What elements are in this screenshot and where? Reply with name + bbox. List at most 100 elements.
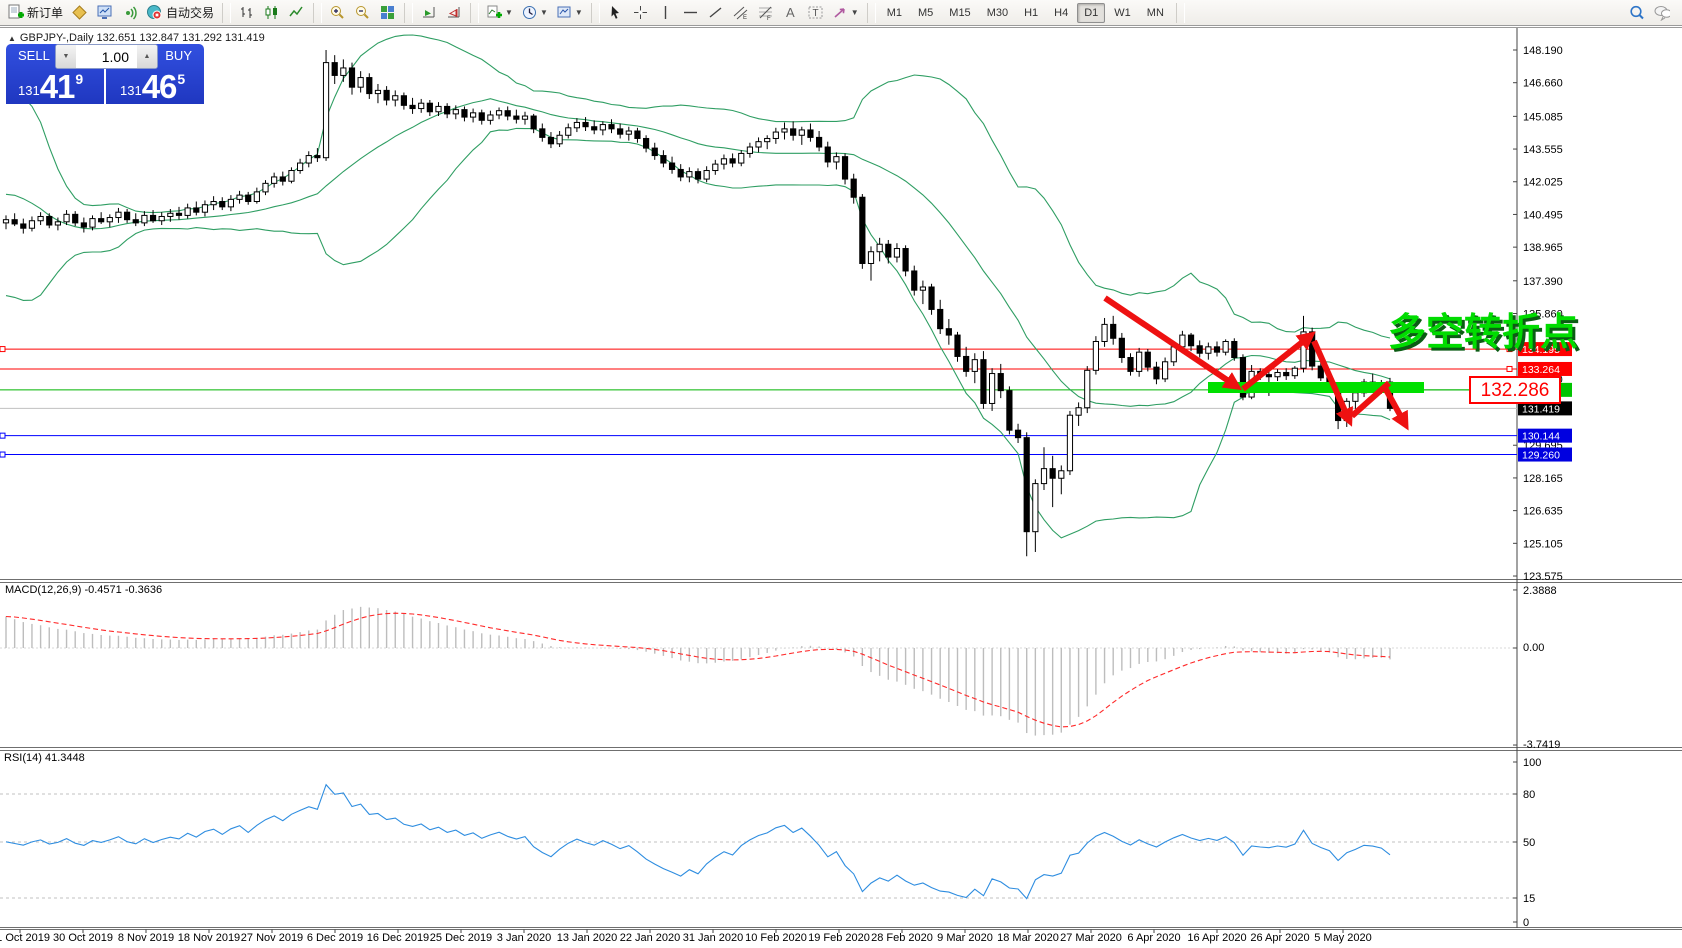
charts-window-button[interactable] <box>92 1 117 25</box>
collapse-arrow-icon[interactable]: ▲ <box>8 34 16 43</box>
profile-button[interactable] <box>67 1 92 25</box>
chat-button[interactable] <box>1649 1 1674 25</box>
svg-text:E: E <box>743 15 747 21</box>
alerts-button[interactable] <box>117 1 142 25</box>
templates-button[interactable]: ▼ <box>552 1 587 25</box>
date-axis-label: 6 Apr 2020 <box>1127 932 1180 944</box>
bear-candle <box>1187 334 1195 347</box>
bull-candle <box>1205 346 1212 354</box>
chevron-down-icon[interactable]: ▼ <box>574 8 583 17</box>
bull-candle <box>340 67 347 76</box>
bull-candle <box>115 211 122 219</box>
price-tag-134.195 <box>1518 342 1572 357</box>
bull-candle <box>357 77 364 88</box>
fibonacci-button[interactable]: F <box>753 1 778 25</box>
bull-candle <box>470 112 477 118</box>
bear-candle <box>677 168 684 178</box>
auto-scroll-button[interactable] <box>416 1 441 25</box>
hline-button[interactable] <box>678 1 703 25</box>
volume-input[interactable]: 1.00 <box>101 48 129 65</box>
clock-icon <box>521 4 538 21</box>
bull-candle <box>1084 369 1091 409</box>
bull-candle <box>106 217 113 223</box>
chevron-down-icon[interactable]: ▼ <box>539 8 548 17</box>
date-axis-label: 3 Jan 2020 <box>497 932 551 944</box>
channel-button[interactable]: E <box>728 1 753 25</box>
line-handle[interactable] <box>1506 346 1513 353</box>
bear-candle <box>807 129 814 138</box>
timeframe-h4[interactable]: H4 <box>1054 6 1069 19</box>
bear-candle <box>954 334 961 357</box>
timeframe-m15[interactable]: M15 <box>949 6 971 19</box>
cursor-button[interactable] <box>603 1 628 25</box>
text-button[interactable]: A <box>778 1 803 25</box>
trend-arrow[interactable] <box>1241 331 1316 392</box>
line-handle[interactable] <box>0 451 6 458</box>
line-chart-button[interactable] <box>284 1 309 25</box>
support-zone-rectangle[interactable] <box>1208 382 1424 393</box>
bull-candle <box>720 158 728 165</box>
timeframe-d1[interactable]: D1 <box>1077 2 1106 23</box>
chart-shift-button[interactable] <box>441 1 466 25</box>
volume-decrease-button[interactable]: ▼ <box>56 45 76 68</box>
crosshair-button[interactable] <box>628 1 653 25</box>
bear-candle <box>279 176 286 182</box>
bear-candle <box>1144 351 1151 368</box>
label-button[interactable]: T <box>803 1 828 25</box>
timeframe-m30[interactable]: M30 <box>986 6 1009 19</box>
volume-increase-button[interactable]: ▲ <box>137 45 157 68</box>
date-axis-label: 21 Oct 2019 <box>0 932 50 944</box>
date-axis-label: 31 Jan 2020 <box>683 932 744 944</box>
bull-candle <box>374 89 382 95</box>
bear-candle <box>46 215 53 226</box>
bar-chart-button[interactable] <box>234 1 259 25</box>
zoom-in-button[interactable] <box>325 1 350 25</box>
timeframe-m1[interactable]: M1 <box>886 6 902 19</box>
bear-candle <box>617 128 624 135</box>
shapes-button[interactable]: ▼ <box>828 1 863 25</box>
bear-candle <box>219 201 226 208</box>
trend-arrow[interactable] <box>1103 295 1243 391</box>
trend-arrow[interactable] <box>1311 339 1353 427</box>
new-order-button[interactable]: 新订单 <box>3 1 67 25</box>
buy-price-pips: 46 <box>141 68 178 105</box>
zoom-out-button[interactable] <box>350 1 375 25</box>
bear-candle <box>314 155 321 159</box>
bull-candle <box>1066 414 1074 472</box>
textlabel-icon: T <box>807 4 824 21</box>
line-handle[interactable] <box>0 432 6 439</box>
trend-arrow[interactable] <box>1381 384 1409 431</box>
tile-windows-button[interactable] <box>375 1 400 25</box>
bear-candle <box>729 158 736 164</box>
crosshair-icon <box>632 4 649 21</box>
timeframe-m5[interactable]: M5 <box>918 6 934 19</box>
candlestick-button[interactable] <box>259 1 284 25</box>
search-button[interactable] <box>1624 1 1649 25</box>
timeframe-mn[interactable]: MN <box>1146 6 1164 19</box>
price-callout-box[interactable] <box>1469 376 1561 404</box>
timeframe-w1[interactable]: W1 <box>1114 6 1131 19</box>
bull-candle <box>1058 470 1065 479</box>
price-axis-tick: 142.025 <box>1523 177 1563 189</box>
bear-candle <box>824 146 831 163</box>
periods-button[interactable]: ▼ <box>517 1 552 25</box>
annotation-text[interactable]: 多空转折点 <box>1388 312 1578 354</box>
line-handle[interactable] <box>0 346 6 353</box>
bull-candle <box>1222 340 1229 353</box>
line-handle[interactable] <box>1506 365 1513 372</box>
autotrading-button[interactable]: 自动交易 <box>142 1 218 25</box>
indicators-button[interactable]: ▼ <box>482 1 517 25</box>
trendline-button[interactable] <box>703 1 728 25</box>
chevron-down-icon[interactable]: ▼ <box>505 8 513 17</box>
candles-icon <box>263 4 280 21</box>
bear-candle <box>1317 365 1324 379</box>
bear-candle <box>1118 337 1125 359</box>
timeframe-h1[interactable]: H1 <box>1024 6 1039 19</box>
vline-button[interactable] <box>653 1 678 25</box>
bear-candle <box>1283 371 1290 377</box>
chevron-down-icon[interactable]: ▼ <box>850 8 859 17</box>
bull-candle <box>158 215 165 222</box>
bear-candle <box>348 67 356 88</box>
